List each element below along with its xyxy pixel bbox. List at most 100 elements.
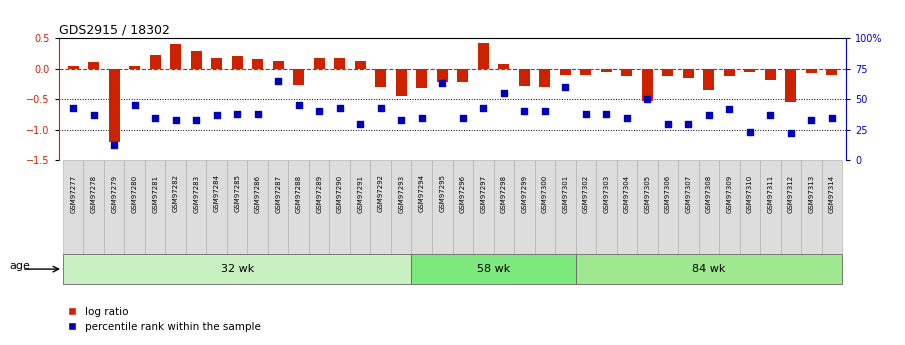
Text: GSM97288: GSM97288 [296,174,301,213]
FancyBboxPatch shape [186,160,206,254]
FancyBboxPatch shape [350,160,370,254]
FancyBboxPatch shape [412,254,576,284]
Text: GSM97309: GSM97309 [727,174,732,213]
FancyBboxPatch shape [166,160,186,254]
Text: GSM97307: GSM97307 [685,174,691,213]
FancyBboxPatch shape [83,160,104,254]
Text: GSM97302: GSM97302 [583,174,589,213]
FancyBboxPatch shape [637,160,658,254]
Bar [375,69,386,87]
FancyBboxPatch shape [473,160,493,254]
FancyBboxPatch shape [268,160,289,254]
Point [517,109,531,114]
Text: GSM97289: GSM97289 [316,174,322,213]
Bar [765,69,776,80]
Text: GDS2915 / 18302: GDS2915 / 18302 [59,24,170,37]
FancyBboxPatch shape [596,160,616,254]
Bar [519,69,530,86]
Point [87,112,101,118]
Point [251,111,265,117]
Bar [355,61,366,69]
FancyBboxPatch shape [699,160,719,254]
Bar [662,69,673,76]
FancyBboxPatch shape [227,160,247,254]
Text: GSM97283: GSM97283 [193,174,199,213]
Point [661,121,675,127]
Text: GSM97296: GSM97296 [460,174,466,213]
Bar [170,44,181,69]
Point [599,111,614,117]
FancyBboxPatch shape [329,160,350,254]
Point [743,129,757,135]
Text: GSM97300: GSM97300 [542,174,548,213]
FancyBboxPatch shape [616,160,637,254]
Point [435,80,450,86]
FancyBboxPatch shape [678,160,699,254]
FancyBboxPatch shape [63,160,83,254]
Bar [786,69,796,102]
Point [374,105,388,110]
Text: GSM97310: GSM97310 [747,174,753,213]
Point [209,112,224,118]
Bar [416,69,427,88]
Text: GSM97308: GSM97308 [706,174,712,213]
Text: GSM97279: GSM97279 [111,174,117,213]
Text: GSM97285: GSM97285 [234,174,240,213]
Bar [744,69,756,72]
FancyBboxPatch shape [576,160,596,254]
FancyBboxPatch shape [576,254,842,284]
Text: GSM97314: GSM97314 [829,174,834,213]
Text: GSM97286: GSM97286 [254,174,261,213]
FancyBboxPatch shape [555,160,576,254]
FancyBboxPatch shape [104,160,125,254]
Bar [252,59,263,69]
Text: GSM97301: GSM97301 [562,174,568,213]
Text: GSM97277: GSM97277 [71,174,76,213]
Bar [826,69,837,75]
Text: GSM97297: GSM97297 [481,174,486,213]
FancyBboxPatch shape [801,160,822,254]
Text: GSM97298: GSM97298 [500,174,507,213]
Point [230,111,244,117]
Point [353,121,367,127]
Text: GSM97294: GSM97294 [419,174,424,213]
Text: GSM97291: GSM97291 [357,174,363,213]
Bar [621,69,633,76]
Point [763,112,777,118]
Point [578,111,593,117]
Point [66,105,81,110]
Legend: log ratio, percentile rank within the sample: log ratio, percentile rank within the sa… [64,303,265,336]
Bar [682,69,694,78]
Bar [395,69,407,96]
Point [291,102,306,108]
FancyBboxPatch shape [145,160,166,254]
Point [332,105,347,110]
FancyBboxPatch shape [739,160,760,254]
Point [168,117,183,123]
Text: GSM97293: GSM97293 [398,174,405,213]
FancyBboxPatch shape [125,160,145,254]
Point [538,109,552,114]
FancyBboxPatch shape [391,160,412,254]
Text: GSM97304: GSM97304 [624,174,630,213]
Text: 32 wk: 32 wk [221,264,253,274]
Point [455,115,470,120]
Point [722,106,737,112]
FancyBboxPatch shape [535,160,555,254]
Text: age: age [9,261,30,270]
Text: GSM97295: GSM97295 [439,174,445,213]
Text: GSM97306: GSM97306 [665,174,671,213]
Point [414,115,429,120]
Point [394,117,408,123]
Bar [149,55,161,69]
Bar [703,69,714,90]
Text: GSM97278: GSM97278 [90,174,97,213]
Point [824,115,839,120]
FancyBboxPatch shape [412,160,432,254]
Bar [68,66,79,69]
Point [497,90,511,96]
FancyBboxPatch shape [309,160,329,254]
Point [558,84,573,90]
Bar [580,69,591,75]
Point [640,97,654,102]
